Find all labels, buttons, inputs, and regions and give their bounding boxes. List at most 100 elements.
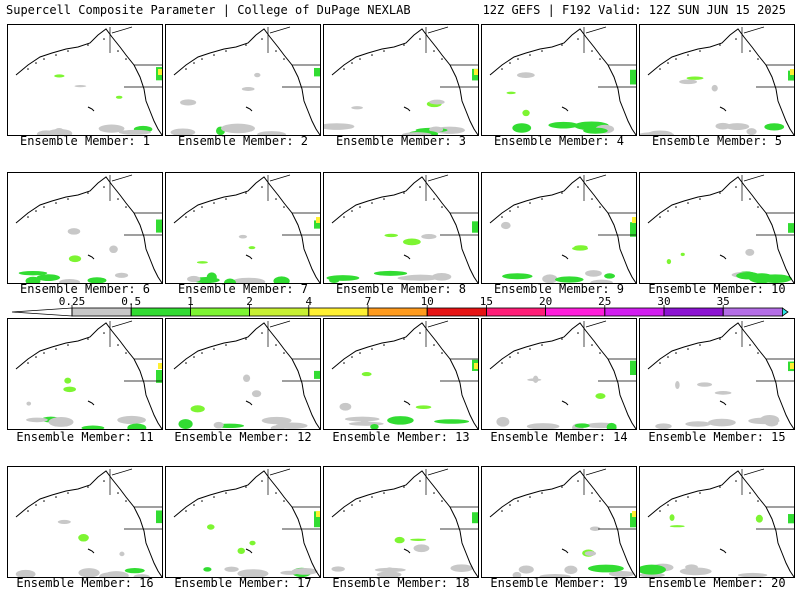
- scp-shading: [78, 534, 89, 542]
- scp-shading: [606, 422, 617, 429]
- island: [351, 356, 353, 358]
- map-canvas: [640, 26, 794, 135]
- scp-shading: [564, 565, 578, 575]
- scp-shading: [78, 568, 100, 577]
- island: [383, 198, 385, 200]
- scp-shading: [589, 526, 601, 531]
- island: [433, 50, 435, 52]
- political-border: [741, 468, 794, 530]
- island: [529, 348, 531, 350]
- hawaii-islands: [561, 254, 569, 260]
- island: [35, 356, 37, 358]
- header-title: Supercell Composite Parameter | College …: [6, 3, 411, 17]
- scp-shading: [675, 381, 680, 390]
- ensemble-map-panel: [165, 318, 321, 430]
- island: [403, 338, 405, 340]
- island: [403, 192, 405, 194]
- scp-shading: [314, 511, 320, 528]
- island: [371, 54, 373, 56]
- scp-shading: [316, 511, 320, 517]
- island: [757, 58, 759, 60]
- island: [529, 496, 531, 498]
- island: [541, 50, 543, 52]
- political-border: [583, 26, 636, 88]
- political-border: [425, 320, 478, 382]
- scp-shading: [374, 567, 406, 573]
- scp-shading: [351, 106, 363, 110]
- island: [441, 500, 443, 502]
- island: [749, 492, 751, 494]
- ensemble-map-panel: [481, 466, 637, 578]
- island: [433, 344, 435, 346]
- island: [351, 62, 353, 64]
- colorbar-segment: [71, 307, 132, 317]
- island: [441, 58, 443, 60]
- map-canvas: [326, 174, 478, 283]
- island: [517, 206, 519, 208]
- island: [599, 58, 601, 60]
- scp-shading: [370, 423, 379, 429]
- island: [283, 58, 285, 60]
- colorbar-tick-label: 20: [539, 296, 552, 308]
- colorbar-tick-label: 30: [657, 296, 670, 308]
- island: [43, 58, 45, 60]
- scp-shading: [26, 417, 48, 423]
- scp-shading: [220, 123, 256, 134]
- scp-shading: [98, 124, 125, 133]
- colorbar-legend: 0.25 0.5 1 2 4 7 10 15 20 25 30 35: [11, 296, 789, 317]
- scp-shading: [434, 419, 470, 424]
- island: [185, 362, 187, 364]
- map-canvas: [170, 26, 320, 135]
- ensemble-map-panel: [165, 24, 321, 136]
- colorbar-segment: [249, 307, 310, 317]
- scp-shading: [788, 223, 794, 233]
- ensemble-member-label: Ensemble Member: 4: [493, 134, 625, 148]
- scp-shading: [127, 423, 147, 429]
- island: [343, 216, 345, 218]
- scp-shading: [359, 417, 370, 423]
- map-canvas: [15, 468, 162, 577]
- colorbar-segment: [722, 307, 783, 317]
- island: [103, 186, 105, 188]
- island: [757, 352, 759, 354]
- scp-shading: [54, 74, 65, 78]
- island: [185, 216, 187, 218]
- scp-shading: [237, 569, 269, 577]
- political-border: [267, 26, 320, 88]
- scp-shading: [124, 567, 145, 574]
- scp-shading: [314, 220, 320, 229]
- map-canvas: [489, 468, 636, 577]
- map-canvas: [331, 320, 478, 429]
- ensemble-map-panel: [481, 24, 637, 136]
- island: [675, 58, 677, 60]
- island: [699, 50, 701, 52]
- coastline: [647, 28, 794, 135]
- scp-shading: [431, 272, 452, 281]
- island: [735, 186, 737, 188]
- scp-shading: [170, 128, 196, 135]
- scp-shading: [248, 246, 256, 250]
- political-border: [267, 468, 320, 530]
- scp-shading: [526, 423, 560, 429]
- island: [719, 338, 721, 340]
- ensemble-member-label: Ensemble Member: 16: [16, 576, 154, 590]
- hawaii-islands: [719, 548, 727, 554]
- scp-shading: [68, 255, 82, 263]
- colorbar-tick-label: 2: [246, 296, 253, 308]
- island: [719, 486, 721, 488]
- hawaii-islands: [245, 106, 253, 112]
- island: [501, 216, 503, 218]
- colorbar-tick-label: 1: [187, 296, 194, 308]
- scp-shading: [257, 131, 286, 135]
- hawaii-islands: [245, 400, 253, 406]
- scp-shading: [630, 222, 636, 237]
- colorbar-tick-label: 25: [598, 296, 611, 308]
- scp-shading: [115, 95, 123, 99]
- scp-shading: [655, 423, 672, 429]
- island: [561, 192, 563, 194]
- map-canvas: [331, 468, 478, 577]
- island: [501, 68, 503, 70]
- ensemble-member-label: Ensemble Member: 19: [490, 576, 628, 590]
- coastline: [173, 28, 320, 135]
- map-canvas: [15, 174, 162, 283]
